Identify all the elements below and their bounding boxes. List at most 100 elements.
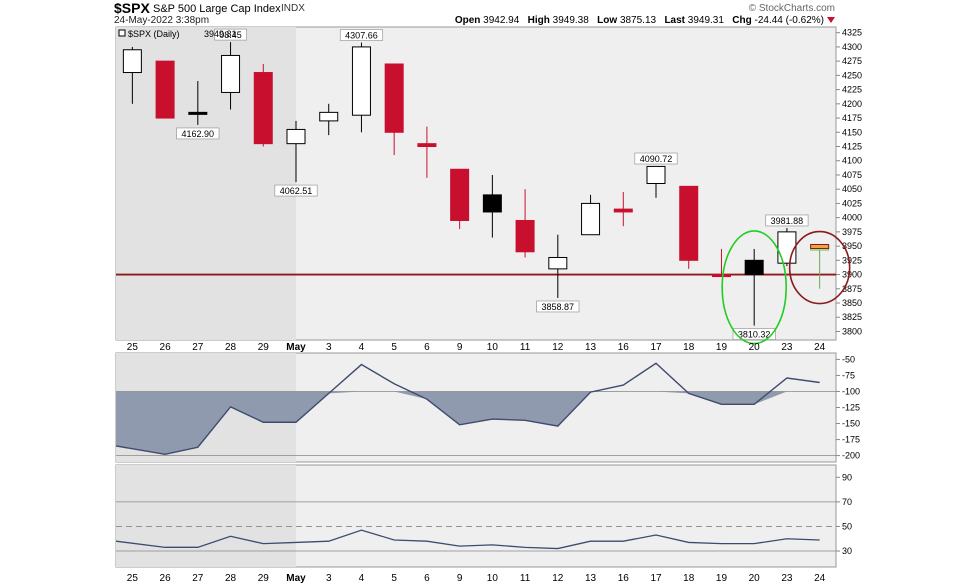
high-value: 3949.38 [552, 15, 589, 26]
chg-value: -24.44 (-0.62%) [754, 15, 824, 26]
x-axis-label: 27 [192, 342, 204, 353]
open-value: 3942.94 [483, 15, 520, 26]
x-axis-label-bottom: 23 [781, 573, 793, 584]
candle-body [155, 60, 175, 119]
chg-label: Chg [732, 15, 752, 26]
x-axis-label-bottom: 13 [585, 573, 597, 584]
legend-last-value: 3949.31 [204, 29, 237, 39]
x-axis-label: 28 [225, 342, 237, 353]
x-axis-label: 25 [127, 342, 139, 353]
x-axis-label: May [286, 342, 306, 353]
indicator-line [115, 362, 820, 456]
price-y-tick-label: 4175 [842, 113, 862, 123]
x-axis-label-bottom: 27 [192, 573, 204, 584]
credit-link[interactable]: © StockCharts.com [748, 3, 835, 14]
value-label: 08.45 [219, 30, 242, 40]
value-label-box [634, 152, 678, 165]
x-axis-label: 26 [160, 342, 172, 353]
x-axis-label: 13 [585, 342, 597, 353]
x-axis-label-bottom: 5 [391, 573, 397, 584]
candle-body [613, 208, 633, 213]
x-axis-label-bottom: 17 [650, 573, 662, 584]
x-axis-label: 12 [552, 342, 564, 353]
candle-body [253, 72, 273, 145]
low-label: Low [597, 15, 618, 26]
value-label: 3858.87 [542, 302, 575, 312]
candle-body [777, 231, 797, 264]
x-axis-label-bottom: 26 [160, 573, 172, 584]
x-axis-label-bottom: 29 [258, 573, 270, 584]
value-label: 4062.51 [280, 186, 313, 196]
price-y-tick-label: 4200 [842, 99, 862, 109]
quote-date: 24-May-2022 3:38pm [114, 15, 210, 26]
x-axis-label-bottom: 20 [749, 573, 761, 584]
symbol-description: S&P 500 Large Cap Index [153, 3, 281, 15]
candle-body [646, 165, 666, 185]
x-axis-label: 9 [457, 342, 463, 353]
x-axis-label: 17 [650, 342, 662, 353]
indicator-y-tick-label: -50 [842, 354, 855, 364]
x-axis-label-bottom: May [286, 573, 306, 584]
value-label-box [732, 328, 776, 340]
value-label: 4090.72 [640, 154, 673, 164]
value-label-box [176, 127, 220, 140]
price-y-tick-label: 4275 [842, 56, 862, 66]
x-axis-label: 11 [520, 342, 531, 353]
value-label-box [274, 184, 318, 197]
legend-label: $SPX (Daily) [128, 29, 180, 39]
price-y-tick-label: 3950 [842, 241, 862, 251]
value-label: 4307.66 [345, 31, 378, 41]
price-y-tick-label: 4300 [842, 42, 862, 52]
price-y-tick-label: 4025 [842, 198, 862, 208]
value-label-box [214, 28, 247, 41]
down-arrow-icon [827, 17, 835, 24]
x-axis-label: 5 [391, 342, 397, 353]
price-y-tick-label: 3925 [842, 255, 862, 265]
candle-body [581, 202, 601, 236]
candle-body [351, 46, 371, 116]
x-axis-label: 23 [781, 342, 793, 353]
price-y-tick-label: 3850 [842, 298, 862, 308]
indicator-y-tick-label: -150 [842, 419, 860, 429]
candle-body [679, 185, 699, 261]
symbol: $SPX [114, 0, 150, 16]
candle-body [188, 111, 208, 115]
x-axis-label: 3 [326, 342, 332, 353]
x-axis-label: 24 [814, 342, 826, 353]
oscillator-line [115, 529, 820, 550]
price-y-tick-label: 4225 [842, 85, 862, 95]
x-axis-label: 29 [258, 342, 270, 353]
candle-body [711, 274, 731, 278]
price-y-tick-label: 3825 [842, 312, 862, 322]
high-label: High [527, 15, 550, 26]
price-y-tick-label: 3875 [842, 284, 862, 294]
candle-body [221, 54, 241, 93]
x-axis-label: 6 [424, 342, 430, 353]
value-label: 4162.90 [182, 129, 215, 139]
x-axis-label: 18 [683, 342, 695, 353]
x-axis-label-bottom: 19 [716, 573, 728, 584]
candle-body [744, 259, 764, 276]
value-label-box [536, 300, 580, 313]
price-y-tick-label: 4250 [842, 70, 862, 80]
value-label-box [339, 29, 384, 41]
x-axis-label-bottom: 9 [457, 573, 463, 584]
x-axis-label: 19 [716, 342, 728, 353]
candle-body [286, 128, 306, 145]
candle-body [482, 194, 502, 213]
x-axis-label-bottom: 3 [326, 573, 332, 584]
price-y-tick-label: 3900 [842, 270, 862, 280]
price-y-tick-label: 4000 [842, 213, 862, 223]
indicator-y-tick-label: -75 [842, 370, 855, 380]
value-label: 3981.88 [771, 216, 804, 226]
last-value: 3949.31 [687, 15, 724, 26]
highlight-circle [788, 230, 851, 305]
candle-body [384, 63, 404, 133]
price-y-tick-label: 4150 [842, 127, 862, 137]
x-axis-label-bottom: 10 [487, 573, 499, 584]
x-axis-label-bottom: 11 [520, 573, 531, 584]
candle-body [515, 219, 535, 253]
x-axis-label-bottom: 24 [814, 573, 826, 584]
oscillator-y-tick-label: 70 [842, 497, 852, 507]
price-y-tick-label: 4075 [842, 170, 862, 180]
